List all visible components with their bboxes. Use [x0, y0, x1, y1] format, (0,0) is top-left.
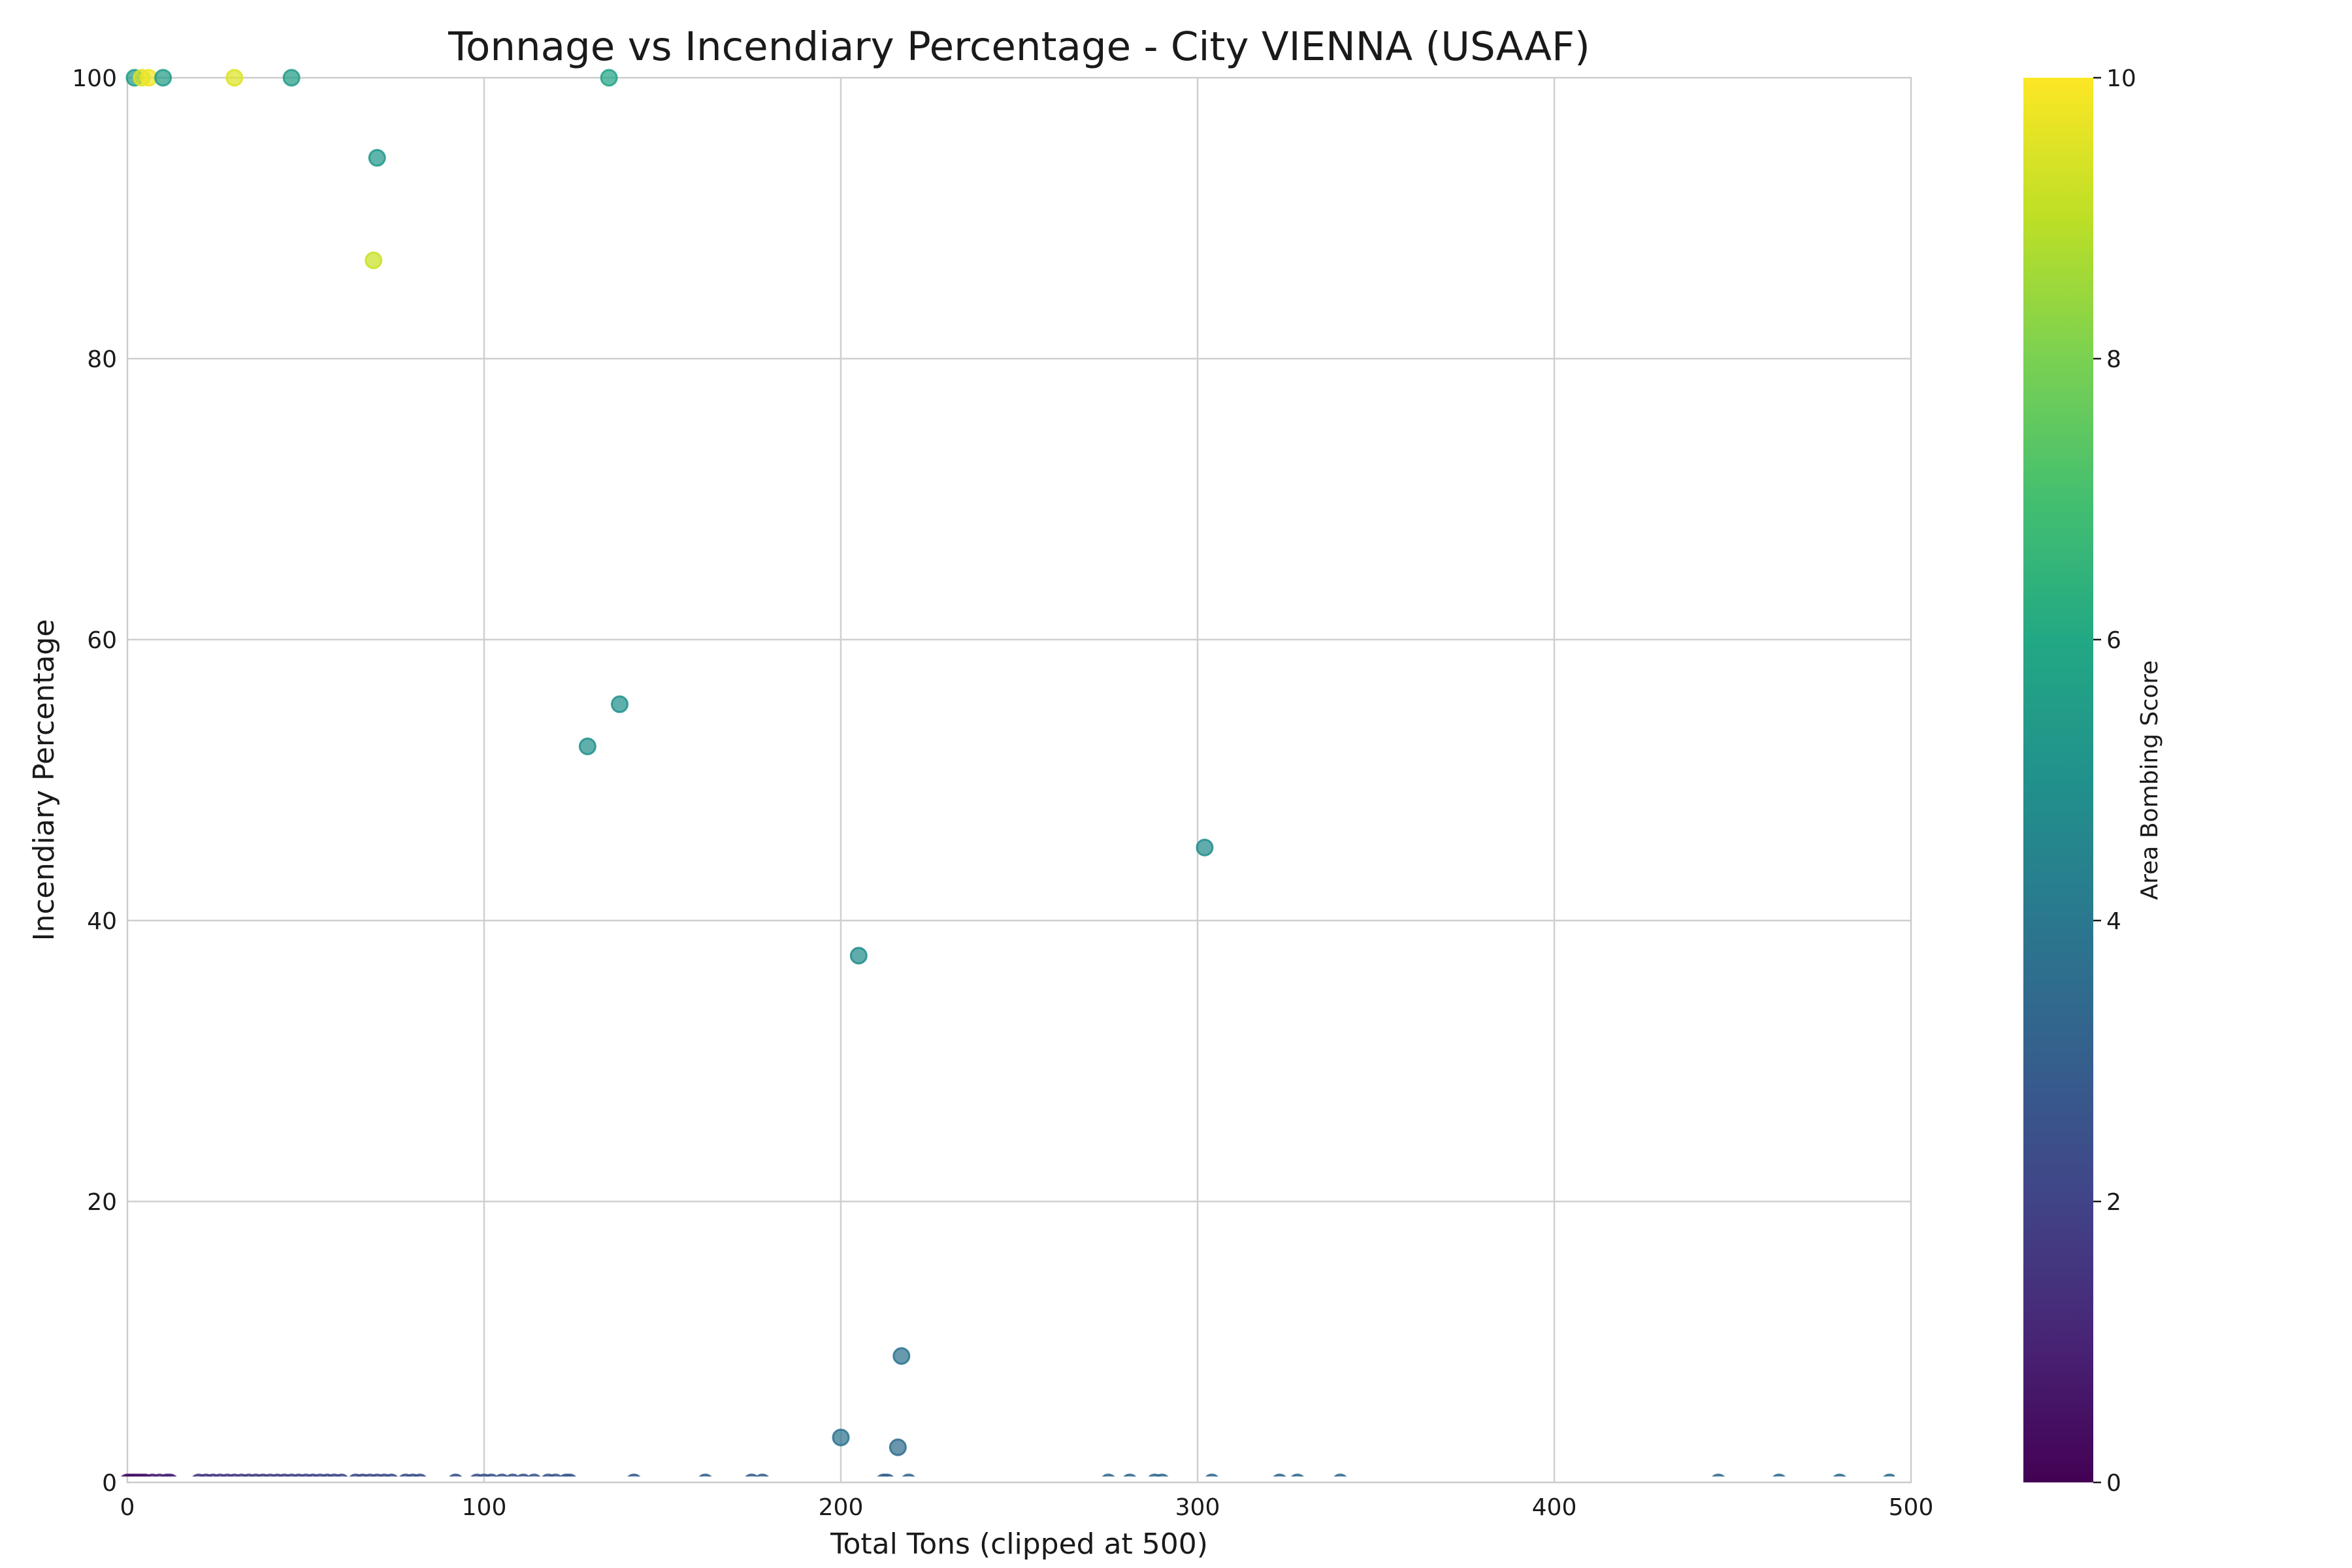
scatter-point — [745, 1473, 759, 1477]
scatter-point — [755, 1473, 769, 1477]
y-tick-labels: 0 20 40 60 80 100 — [72, 65, 117, 1497]
scatter-point — [1102, 1473, 1115, 1477]
scatter-point — [627, 1473, 641, 1477]
scatter-point — [368, 149, 386, 167]
scatter-point — [698, 1473, 712, 1477]
scatter-point — [578, 737, 596, 755]
grid-lines — [127, 78, 1911, 1482]
scatter-point — [889, 1438, 907, 1456]
data-points — [120, 69, 1895, 1477]
scatter-point — [484, 1473, 498, 1477]
colorbar-label: Area Bombing Score — [2136, 661, 2163, 900]
colorbar — [2023, 78, 2093, 1482]
scatter-point — [335, 1473, 348, 1477]
scatter-point — [413, 1473, 427, 1477]
colorbar-tick-label: 0 — [2106, 1470, 2121, 1497]
scatter-point — [1712, 1473, 1725, 1477]
scatter-point — [225, 69, 244, 87]
x-tick-label: 500 — [1889, 1494, 1934, 1521]
colorbar-tick-label: 10 — [2106, 65, 2136, 92]
scatter-point — [506, 1473, 519, 1477]
colorbar-tick-label: 8 — [2106, 346, 2121, 373]
scatter-point — [154, 69, 172, 87]
y-axis-label: Incendiary Percentage — [27, 619, 61, 941]
scatter-point — [610, 695, 629, 713]
scatter-point — [1155, 1473, 1169, 1477]
scatter-point — [1205, 1473, 1218, 1477]
colorbar-tick-label: 6 — [2106, 627, 2121, 654]
x-tick-label: 200 — [819, 1494, 864, 1521]
scatter-point — [1833, 1473, 1846, 1477]
scatter-point — [902, 1473, 915, 1477]
scatter-point — [517, 1473, 531, 1477]
x-tick-labels: 0 100 200 300 400 500 — [120, 1494, 1934, 1521]
scatter-point — [365, 252, 383, 269]
colorbar-ticks: 0 2 4 6 8 10 — [2093, 65, 2136, 1497]
scatter-point — [1883, 1473, 1895, 1477]
y-tick-label: 0 — [102, 1470, 117, 1497]
y-tick-label: 40 — [87, 908, 117, 935]
y-tick-label: 20 — [87, 1189, 117, 1216]
scatter-point — [892, 1347, 911, 1365]
y-tick-label: 60 — [87, 627, 117, 654]
y-tick-label: 100 — [72, 65, 117, 92]
scatter-point — [1290, 1473, 1304, 1477]
x-tick-label: 0 — [120, 1494, 135, 1521]
scatter-point — [384, 1473, 399, 1477]
scatter-point — [1196, 838, 1214, 857]
scatter-point — [880, 1473, 894, 1477]
colorbar-tick-label: 2 — [2106, 1189, 2121, 1216]
scatter-point — [600, 69, 618, 87]
x-tick-label: 400 — [1532, 1494, 1577, 1521]
scatter-point — [495, 1473, 509, 1477]
scatter-point — [1123, 1473, 1137, 1477]
chart-title: Tonnage vs Incendiary Percentage - City … — [448, 24, 1590, 70]
scatter-point — [449, 1473, 463, 1477]
plot-frame — [126, 76, 1912, 1484]
scatter-point — [563, 1473, 577, 1477]
scatter-point — [1273, 1473, 1286, 1477]
scatter-point — [1333, 1473, 1347, 1477]
scatter-point — [1772, 1473, 1786, 1477]
x-axis-label: Total Tons (clipped at 500) — [830, 1527, 1208, 1561]
scatter-point — [527, 1473, 541, 1477]
y-tick-label: 80 — [87, 346, 117, 373]
scatter-point — [282, 69, 301, 87]
scatter-point — [849, 947, 868, 965]
scatter-point — [549, 1473, 563, 1477]
x-tick-label: 300 — [1175, 1494, 1220, 1521]
scatter-point — [832, 1428, 850, 1446]
colorbar-tick-label: 4 — [2106, 908, 2121, 935]
x-tick-label: 100 — [462, 1494, 507, 1521]
scatter-point — [163, 1473, 177, 1477]
